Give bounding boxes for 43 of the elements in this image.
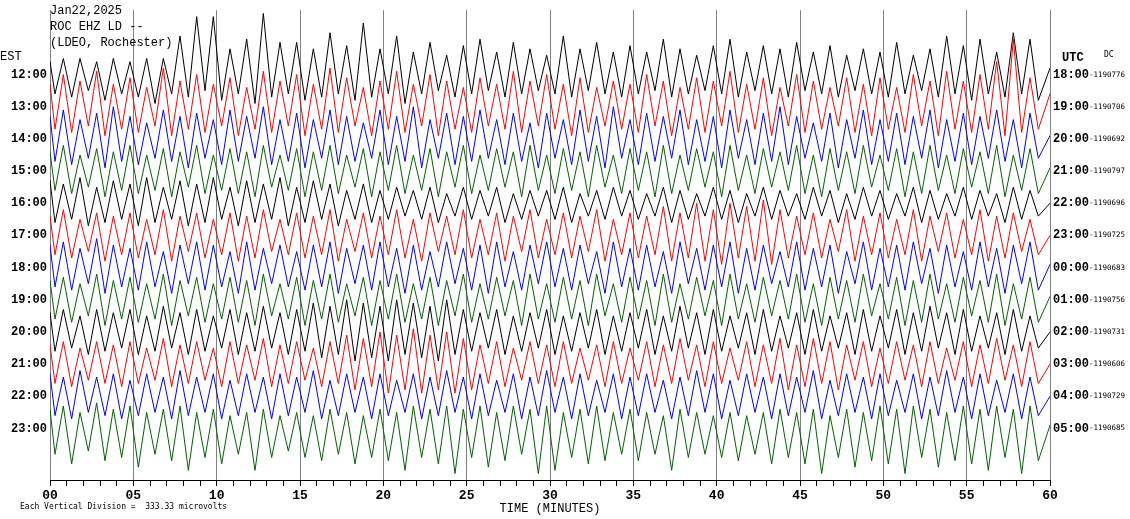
text: 21:00 <box>1053 164 1090 179</box>
text: 22:00 <box>1053 196 1090 211</box>
text: Each Vertical Division = 333.33 microvolts <box>20 502 228 511</box>
y-tick-label: 21:00 <box>10 357 47 372</box>
y-tick-label: 22:00 <box>10 389 47 404</box>
x-tick-label: 25 <box>458 488 475 504</box>
y-tick-label: 13:00 <box>10 99 47 114</box>
y-tick-label: 18:00 <box>10 260 47 275</box>
y-axis-title: EST <box>0 50 22 64</box>
y-tick-label: 19:00 <box>10 292 47 307</box>
text: 02:00 <box>1053 325 1090 339</box>
y-tick-label: 15:00 <box>10 164 47 179</box>
chart-title: Jan22,2025 <box>50 4 123 18</box>
x-tick-label: 50 <box>875 488 892 504</box>
x-tick-label: 20 <box>375 488 392 504</box>
text: 04:00 <box>1053 389 1090 404</box>
text: ROC EHZ LD -- <box>50 20 144 34</box>
x-tick-label: 05 <box>125 488 142 504</box>
x-tick-label: 40 <box>708 488 725 504</box>
x-tick-label: 55 <box>958 488 975 504</box>
text: UTC <box>1062 51 1084 65</box>
x-tick-label: 45 <box>792 488 808 504</box>
text: 00:00 <box>1053 260 1090 275</box>
text: 01:00 <box>1053 292 1090 307</box>
x-tick-label: 30 <box>542 488 558 504</box>
text: DC <box>1104 50 1114 59</box>
text: 05:00 <box>1053 421 1090 436</box>
y-tick-label: 14:00 <box>10 131 47 146</box>
x-tick-label: 15 <box>292 488 308 504</box>
y-tick-label: 20:00 <box>10 325 47 339</box>
y-tick-label: 16:00 <box>10 196 47 211</box>
x-tick-label: 35 <box>625 488 642 504</box>
text: 19:00 <box>1053 99 1090 114</box>
y-tick-label: 23:00 <box>10 421 47 436</box>
text: 23:00 <box>1053 228 1090 243</box>
x-axis-title: TIME (MINUTES) <box>499 501 601 516</box>
y-tick-label: 17:00 <box>10 228 47 243</box>
text: 03:00 <box>1053 357 1090 372</box>
text: 18:00 <box>1053 67 1090 82</box>
y-tick-label: 12:00 <box>10 67 47 82</box>
text: 20:00 <box>1053 131 1090 146</box>
x-tick-label: 60 <box>1042 488 1058 504</box>
annotation: (LDEO, Rochester) <box>50 36 173 50</box>
